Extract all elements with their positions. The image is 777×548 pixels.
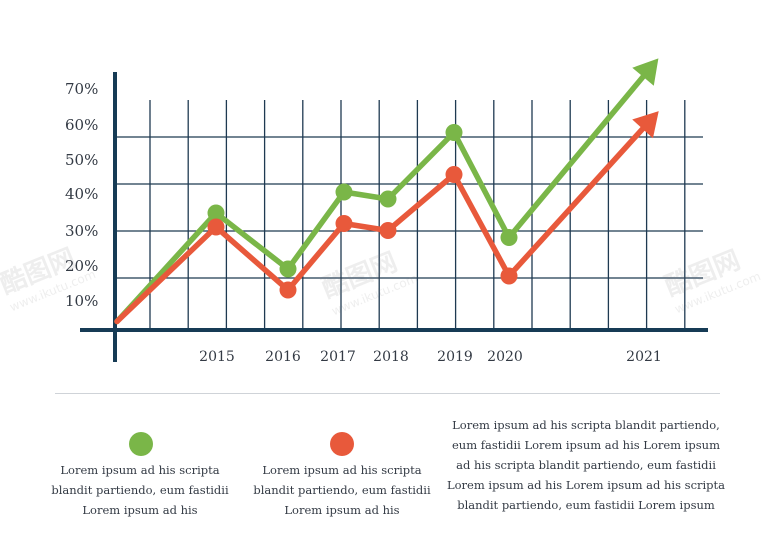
x-tick-label: 2018 [373, 349, 409, 365]
description-paragraph: Lorem ipsum ad his scripta blandit parti… [446, 415, 726, 515]
x-tick-label: 2015 [199, 349, 235, 365]
series-line [114, 126, 646, 325]
data-point [207, 204, 225, 222]
series-line [114, 74, 646, 325]
y-tick-label: 10% [65, 292, 98, 310]
data-point [279, 281, 297, 299]
line-chart: 10%20%30%40%50%60%70% 2015 2016 2017 2018 20… [65, 58, 708, 365]
y-tick-label: 60% [65, 116, 98, 134]
y-tick-label: 30% [65, 222, 98, 240]
data-point [445, 166, 463, 183]
chart-series [114, 58, 659, 325]
legend-line: Lorem ipsum ad his [82, 503, 198, 517]
data-point [335, 183, 353, 201]
data-point [500, 267, 518, 285]
y-tick-label: 70% [65, 80, 98, 98]
data-point [335, 215, 353, 232]
y-axis-ticks: 10% 20% 30% 40% 50% 60% 70% [65, 80, 98, 310]
data-point [279, 260, 297, 278]
chart-axes [80, 72, 708, 362]
legend-line: Lorem ipsum ad his [284, 503, 400, 517]
legend-text-green: Lorem ipsum ad his scripta blandit parti… [45, 460, 235, 520]
data-point [207, 218, 225, 236]
data-point [379, 222, 397, 239]
series-arrowhead [632, 58, 659, 86]
legend-line: Lorem ipsum ad his scripta [262, 463, 422, 477]
data-point [379, 190, 397, 208]
description-line: Lorem ipsum ad his Lorem ipsum ad his sc… [446, 478, 726, 492]
x-tick-label: 2016 [265, 349, 301, 365]
y-tick-label: 20% [65, 257, 98, 275]
y-tick-label: 50% [65, 151, 98, 169]
legend-line: blandit partiendo, eum fastidii [51, 483, 229, 497]
legend-line: blandit partiendo, eum fastidii [253, 483, 431, 497]
description-line: blandit partiendo, eum fastidii Lorem ip… [457, 498, 715, 512]
chart-grid [115, 100, 703, 330]
y-tick-label: 40% [65, 185, 98, 203]
x-axis-ticks: 2015 2016 2017 2018 2019 2020 2021 [199, 349, 662, 365]
description-line: Lorem ipsum ad his scripta blandit parti… [452, 418, 720, 432]
section-divider [55, 393, 720, 394]
x-tick-label: 2019 [437, 349, 473, 365]
x-tick-label: 2021 [626, 349, 662, 365]
description-line: ad his scripta blandit partiendo, eum fa… [456, 458, 716, 472]
description-line: eum fastidii Lorem ipsum ad his Lorem ip… [452, 438, 720, 452]
legend-dot-green [129, 432, 153, 456]
data-point [500, 229, 518, 246]
legend-dot-red [330, 432, 354, 456]
legend-line: Lorem ipsum ad his scripta [60, 463, 220, 477]
legend-text-red: Lorem ipsum ad his scripta blandit parti… [247, 460, 437, 520]
x-tick-label: 2017 [320, 349, 356, 365]
series-arrowhead [632, 111, 659, 139]
data-point [445, 124, 463, 141]
x-tick-label: 2020 [487, 349, 523, 365]
